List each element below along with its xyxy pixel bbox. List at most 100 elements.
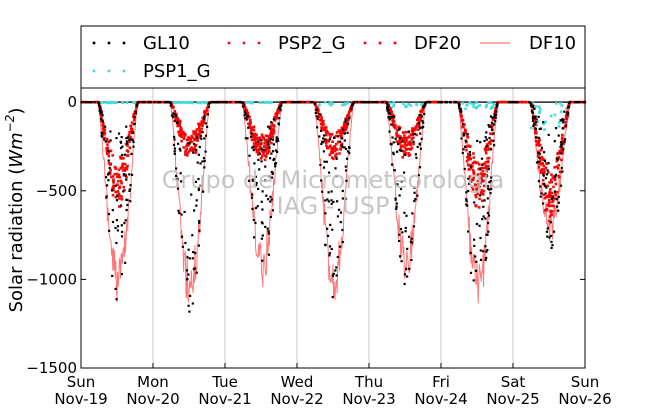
data-point [130, 121, 134, 124]
data-point [496, 104, 499, 107]
data-point [116, 175, 119, 178]
data-point [566, 113, 569, 116]
series-gl10 [80, 101, 586, 313]
data-point [557, 195, 560, 198]
data-point [268, 140, 272, 143]
data-point [315, 106, 319, 110]
data-point [546, 169, 549, 172]
data-point [453, 101, 456, 104]
data-point [260, 142, 263, 145]
data-point [493, 113, 496, 116]
data-point [121, 145, 124, 148]
data-point [407, 102, 410, 106]
data-point [545, 186, 548, 189]
data-point [164, 101, 167, 104]
data-point [173, 101, 176, 104]
data-point [530, 102, 533, 105]
data-point [196, 101, 199, 105]
x-tick-label-date: Nov-20 [126, 390, 179, 408]
data-point [395, 133, 398, 136]
data-point [248, 124, 251, 127]
data-point [485, 103, 488, 107]
data-point [103, 136, 106, 140]
data-point [489, 101, 493, 104]
data-point [408, 267, 411, 270]
data-point [329, 104, 333, 107]
data-point [187, 304, 190, 307]
data-point [546, 203, 549, 207]
data-point [270, 121, 273, 124]
data-point [261, 234, 264, 237]
data-point [541, 158, 545, 161]
data-point [325, 144, 328, 147]
legend-marker-psp2-g [257, 41, 261, 45]
data-point [494, 116, 497, 119]
data-point [193, 209, 196, 212]
data-point [349, 108, 352, 111]
data-point [345, 148, 348, 151]
data-point [261, 135, 265, 139]
data-point [555, 159, 559, 163]
data-point [346, 102, 350, 105]
data-point [543, 196, 547, 200]
data-point [333, 136, 336, 139]
data-point [547, 171, 550, 174]
data-point [543, 184, 547, 187]
data-point [391, 163, 394, 166]
data-point [320, 127, 323, 131]
data-point [564, 121, 568, 124]
data-point [111, 274, 114, 277]
data-point [465, 191, 468, 194]
data-point [561, 170, 564, 173]
data-point [482, 166, 486, 170]
data-point [478, 176, 482, 179]
data-point [183, 132, 187, 136]
data-point [555, 102, 558, 105]
data-point [486, 175, 489, 178]
data-point [264, 134, 268, 138]
data-point [547, 162, 550, 165]
data-point [334, 167, 337, 170]
data-point [132, 140, 135, 143]
data-point [180, 134, 183, 138]
data-point [481, 163, 484, 166]
data-point [341, 146, 344, 149]
data-point [341, 228, 344, 232]
data-point [557, 163, 561, 167]
data-point [413, 128, 416, 132]
data-point [200, 122, 204, 125]
data-point [196, 136, 199, 139]
data-point [534, 127, 537, 130]
data-point [326, 234, 330, 237]
data-point [183, 210, 186, 213]
data-point [412, 140, 415, 143]
data-point [266, 144, 270, 147]
data-point [397, 125, 400, 129]
data-point [534, 131, 538, 134]
data-point [414, 198, 417, 201]
data-point [104, 125, 107, 128]
data-point [403, 139, 406, 143]
data-point [409, 142, 413, 146]
data-point [102, 126, 105, 129]
data-point [400, 180, 403, 183]
data-point [322, 134, 326, 137]
data-point [88, 101, 91, 104]
data-point [184, 134, 187, 137]
data-point [487, 214, 491, 217]
data-point [90, 101, 93, 104]
data-point [478, 197, 481, 201]
data-point [243, 114, 246, 117]
data-point [473, 183, 477, 186]
data-point [186, 138, 189, 142]
data-point [273, 157, 276, 160]
data-point [476, 173, 480, 176]
data-point [549, 221, 552, 224]
data-point [200, 120, 204, 123]
data-point [479, 181, 482, 185]
legend-marker-psp2-g [227, 41, 231, 45]
data-point [132, 123, 135, 126]
data-point [343, 146, 346, 149]
data-point [535, 143, 538, 147]
data-point [333, 149, 337, 153]
